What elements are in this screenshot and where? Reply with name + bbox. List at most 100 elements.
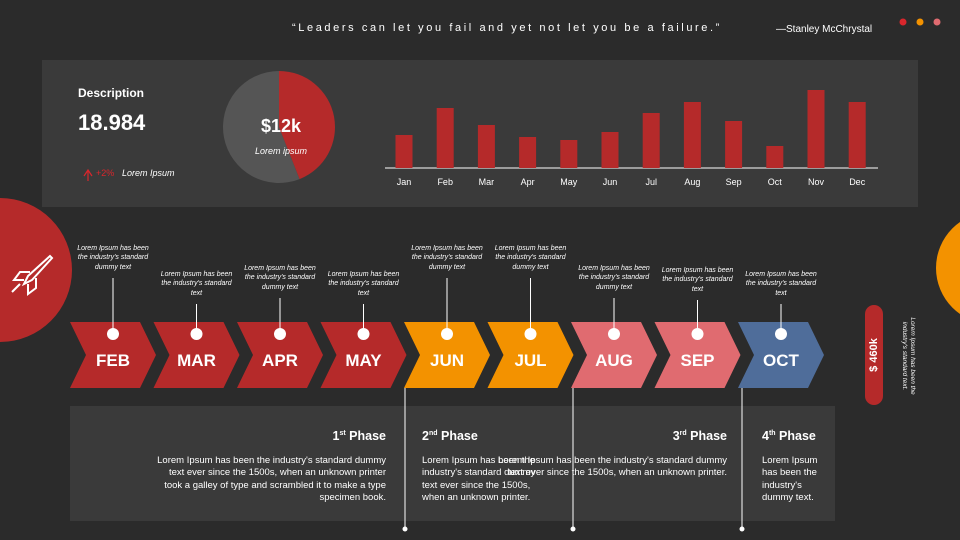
month-label: JUN: [430, 351, 464, 370]
dot: [899, 18, 907, 26]
month-label: APR: [262, 351, 298, 370]
bar: [807, 90, 825, 168]
bar: [519, 137, 537, 168]
divider-dots: [402, 526, 745, 532]
x-tick-label: Jul: [645, 177, 657, 187]
x-tick-label: Aug: [684, 177, 700, 187]
side-pill: [865, 305, 883, 405]
bar: [848, 102, 866, 168]
timeline-dot: [691, 328, 704, 340]
summary-change: +2%: [96, 168, 115, 178]
phase-suffix: rd: [679, 430, 687, 437]
phase: 2nd Phase Lorem Ipsum has been the indust…: [422, 428, 552, 505]
chevron: [571, 322, 657, 388]
chevron: [654, 322, 741, 388]
timeline-dot: [775, 328, 787, 340]
x-tick-label: Jun: [603, 177, 618, 187]
month-label: FEB: [96, 351, 130, 370]
x-tick-label: Jan: [397, 177, 412, 187]
x-tick-label: Apr: [521, 177, 535, 187]
phase-heading: 4th Phase: [762, 428, 822, 443]
timeline-dot: [441, 328, 453, 340]
bar: [766, 146, 784, 168]
phase-ordinal: 4: [762, 429, 769, 444]
timeline-dot: [190, 328, 203, 340]
dot: [933, 18, 941, 26]
chevron: [70, 322, 156, 388]
phase-text: Lorem Ipsum has been the industry's stan…: [422, 454, 536, 504]
up-arrow: [83, 168, 93, 181]
side-value: $ 460k: [868, 338, 880, 372]
timeline-dot: [107, 328, 119, 340]
phase: 4th Phase Lorem Ipsum has been the indust…: [762, 428, 822, 505]
bar: [601, 132, 619, 168]
phase-dividers: [404, 388, 743, 528]
rocket-icon: [11, 254, 54, 296]
x-tick-label: Oct: [768, 177, 783, 187]
phase-suffix: th: [768, 430, 776, 437]
timeline-note: Lorem Ipsum has been the industry's stan…: [494, 244, 567, 271]
phase-panel: [70, 406, 835, 521]
phase-heading: 1st Phase: [151, 428, 386, 443]
month-label: MAY: [345, 351, 382, 370]
bar: [642, 113, 660, 168]
phase-heading: 3rd Phase: [492, 428, 727, 443]
month-label: SEP: [680, 351, 714, 370]
month-label: JUL: [514, 351, 546, 370]
pie-slice: [279, 71, 336, 180]
x-tick-label: Nov: [808, 177, 825, 187]
chevron: [320, 322, 407, 388]
bar: [436, 108, 454, 168]
summary-label: Description: [78, 86, 145, 100]
timeline-dot: [274, 328, 286, 340]
phase-suffix: nd: [428, 430, 438, 437]
timeline-note: Lorem Ipsum has been the industry's stan…: [411, 244, 483, 271]
timeline-dot: [608, 328, 620, 340]
phase: 3rd Phase Lorem Ipsum has been the indust…: [492, 428, 727, 480]
phase-title: Phase: [349, 429, 386, 444]
bar: [477, 125, 495, 168]
timeline-note: Lorem Ipsum has been the industry's stan…: [160, 270, 233, 297]
phase-ordinal: 3: [672, 429, 680, 444]
timeline-note: Lorem Ipsum has been the industry's stan…: [661, 266, 734, 293]
chevron: [738, 322, 824, 388]
chevron: [237, 322, 323, 388]
pie-center-label: Lorem ipsum: [254, 146, 308, 156]
phase-title: Phase: [690, 429, 727, 444]
summary-change-label: Lorem Ipsum: [122, 168, 175, 178]
chevron: [153, 322, 240, 388]
right-circle: [936, 222, 960, 314]
month-label: AUG: [595, 351, 633, 370]
timeline-note: Lorem Ipsum has been the industry's stan…: [745, 270, 817, 297]
x-tick-label: Sep: [726, 177, 742, 187]
phase-text: Lorem Ipsum has been the industry's stan…: [498, 454, 727, 479]
phase-suffix: st: [339, 430, 346, 437]
quote: “Leaders can let you fail and yet not le…: [292, 22, 722, 34]
bar: [683, 102, 701, 168]
phase-heading: 2nd Phase: [422, 428, 552, 443]
bar: [560, 140, 578, 168]
timeline-note: Lorem Ipsum has been the industry's stan…: [77, 244, 149, 271]
timeline-note: Lorem Ipsum has been the industry's stan…: [578, 264, 650, 291]
phase-text: Lorem Ipsum has been the industry's dumm…: [762, 454, 818, 504]
phase: 1st Phase Lorem Ipsum has been the indust…: [151, 428, 386, 505]
bar: [395, 135, 413, 168]
dot: [916, 18, 924, 26]
timeline-note: Lorem Ipsum has been the industry's stan…: [244, 264, 316, 291]
phase-ordinal: 2: [422, 429, 429, 444]
side-note: Lorem Ipsum has been the industry's stan…: [901, 317, 916, 395]
timeline-dot: [357, 328, 370, 340]
pie-slice: [223, 71, 300, 183]
phase-text: Lorem Ipsum has been the industry's stan…: [157, 454, 386, 504]
month-label: OCT: [763, 351, 800, 370]
chevron: [404, 322, 490, 388]
phase-title: Phase: [779, 429, 816, 444]
summary-value: 18.984: [78, 110, 146, 135]
timeline-dot: [524, 328, 537, 340]
x-tick-label: May: [560, 177, 578, 187]
chevron: [487, 322, 574, 388]
x-tick-label: Dec: [849, 177, 866, 187]
bar: [725, 121, 743, 168]
